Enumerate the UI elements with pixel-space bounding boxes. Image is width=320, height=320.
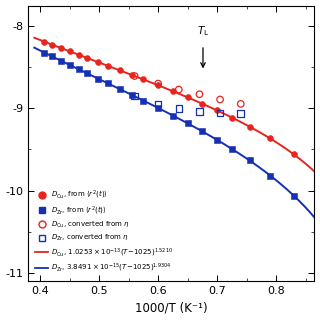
Point — [85, 55, 90, 60]
Point — [50, 54, 55, 59]
Point — [106, 81, 111, 86]
Point — [67, 62, 72, 68]
Point — [247, 158, 252, 163]
Point — [215, 108, 220, 113]
Point — [156, 83, 161, 88]
Point — [170, 113, 175, 118]
X-axis label: 1000/T (K⁻¹): 1000/T (K⁻¹) — [135, 301, 208, 315]
Point — [42, 50, 47, 55]
Point — [200, 101, 205, 106]
Point — [132, 94, 137, 99]
Point — [67, 49, 72, 54]
Point — [132, 74, 137, 79]
Point — [176, 87, 181, 92]
Point — [129, 72, 134, 77]
Point — [185, 95, 190, 100]
Point — [76, 67, 81, 72]
Point — [129, 92, 134, 97]
Point — [291, 193, 296, 198]
Point — [215, 137, 220, 142]
Point — [156, 81, 161, 86]
Point — [58, 58, 63, 63]
Point — [238, 101, 243, 107]
Point — [141, 77, 146, 82]
Point — [291, 152, 296, 157]
Point — [117, 68, 122, 73]
Point — [42, 39, 47, 44]
Point — [95, 60, 100, 65]
Point — [200, 129, 205, 134]
Point — [218, 110, 223, 116]
Point — [76, 52, 81, 57]
Point — [50, 42, 55, 47]
Point — [229, 146, 235, 151]
Text: $T_\mathrm{L}$: $T_\mathrm{L}$ — [197, 25, 209, 38]
Point — [156, 105, 161, 110]
Point — [176, 106, 181, 111]
Point — [197, 92, 202, 97]
Point — [197, 109, 202, 114]
Point — [170, 89, 175, 94]
Point — [268, 173, 273, 178]
Point — [185, 121, 190, 126]
Legend: $D_\mathrm{Cu}$, from $\langle r^2(t)\rangle$, $D_\mathrm{Zr}$, from $\langle r^: $D_\mathrm{Cu}$, from $\langle r^2(t)\ra… — [35, 188, 173, 275]
Point — [268, 136, 273, 141]
Point — [247, 124, 252, 129]
Point — [58, 45, 63, 51]
Point — [95, 76, 100, 81]
Point — [106, 63, 111, 68]
Point — [218, 97, 223, 102]
Point — [238, 111, 243, 116]
Point — [156, 101, 161, 107]
Point — [117, 86, 122, 92]
Point — [85, 71, 90, 76]
Point — [141, 98, 146, 103]
Point — [229, 115, 235, 120]
